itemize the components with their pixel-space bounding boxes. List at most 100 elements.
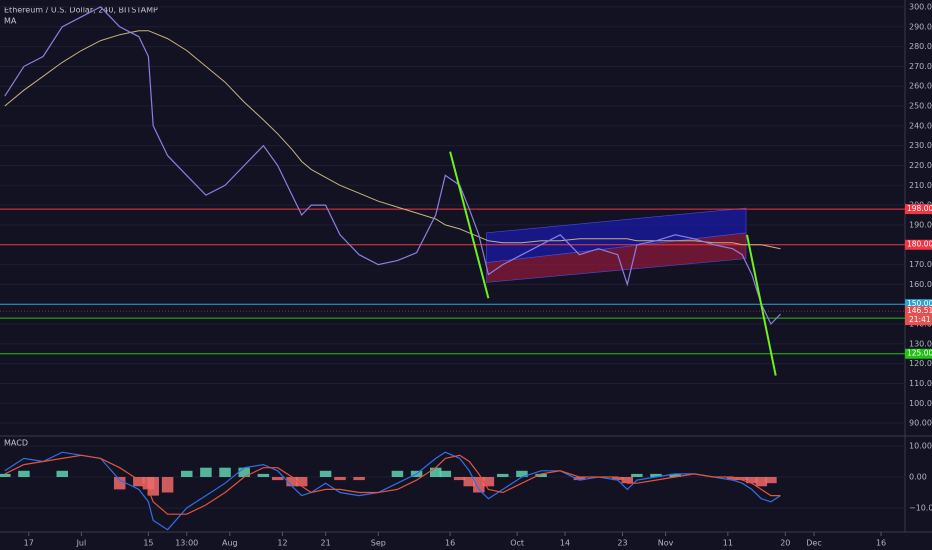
series-line: [4, 454, 781, 515]
y-tick-label: 130.00: [909, 339, 932, 348]
y-tick-label: 300.00: [909, 2, 932, 11]
y-tick-label: 100.00: [909, 399, 932, 408]
level-label: 125.00: [907, 349, 932, 358]
histogram-bar: [18, 470, 30, 477]
y-tick-label: 270.00: [909, 62, 932, 71]
histogram-bar: [133, 476, 145, 487]
histogram-bar: [650, 473, 662, 477]
histogram-bar: [161, 476, 174, 493]
x-tick-label: 16: [876, 539, 886, 548]
x-tick-label: 23: [617, 539, 627, 548]
histogram-bar: [669, 473, 681, 477]
chart-title: Ethereum / U.S. Dollar, 240, BITSTAMP: [4, 6, 158, 15]
histogram-bar: [726, 476, 739, 481]
histogram-bar: [56, 470, 68, 477]
histogram-bar: [621, 476, 634, 484]
y-tick-label: 0.00: [909, 472, 927, 481]
histogram-bar: [453, 476, 466, 481]
histogram-bar: [353, 476, 365, 481]
histogram-bar: [497, 473, 509, 477]
x-tick-label: 16: [445, 539, 455, 548]
x-tick-label: Nov: [658, 539, 674, 548]
x-tick-label: Dec: [806, 539, 821, 548]
level-label: 150.00: [907, 299, 932, 308]
x-tick-label: Aug: [222, 539, 238, 548]
x-tick-label: 11: [723, 539, 733, 548]
y-tick-label: 250.00: [909, 102, 932, 111]
histogram-bar: [295, 476, 308, 487]
x-tick-label: 21: [321, 539, 331, 548]
last-price-tag: [905, 306, 932, 326]
series-line: [4, 30, 781, 250]
series-line: [4, 6, 781, 326]
x-tick-label: 13:00: [175, 539, 198, 548]
level-tag: [905, 348, 932, 359]
y-tick-label: 230.00: [909, 141, 932, 150]
histogram-bar: [611, 476, 624, 481]
y-tick-label: 160.00: [909, 280, 932, 289]
level-tag: [905, 299, 932, 310]
y-tick-label: 260.00: [909, 82, 932, 91]
level-tag: [905, 204, 932, 215]
x-tick-label: 17: [24, 539, 34, 548]
histogram-bar: [286, 476, 298, 487]
histogram-bar: [319, 470, 332, 477]
histogram-bar: [257, 473, 270, 477]
x-tick-label: Oct: [510, 539, 524, 548]
y-tick-label: 10.00: [909, 441, 932, 450]
histogram-bar: [746, 476, 758, 484]
histogram-bar: [238, 467, 250, 477]
x-tick-label: 12: [277, 539, 287, 548]
histogram-bar: [755, 476, 768, 487]
trendline: [746, 234, 777, 376]
y-tick-label: −10.00: [909, 503, 932, 512]
y-tick-label: 290.00: [909, 22, 932, 31]
histogram-bar: [200, 467, 212, 477]
last-price-label: 146.51: [907, 306, 932, 315]
y-tick-label: 220.00: [909, 161, 932, 170]
histogram-bar: [482, 476, 495, 487]
histogram-bar: [147, 476, 159, 496]
level-label: 180.00: [907, 240, 932, 249]
x-tick-label: 20: [780, 539, 790, 548]
histogram-bar: [439, 470, 452, 477]
histogram-bar: [473, 476, 485, 493]
x-tick-label: Jul: [76, 539, 87, 548]
x-tick-label: Sep: [371, 539, 386, 548]
series-line: [4, 451, 781, 531]
histogram-bar: [181, 470, 193, 477]
pane-title: MACD: [4, 439, 28, 448]
y-tick-label: 110.00: [909, 379, 932, 388]
y-tick-label: 120.00: [909, 359, 932, 368]
histogram-bar: [765, 476, 777, 484]
y-tick-label: 240.00: [909, 121, 932, 130]
histogram-bar: [334, 476, 346, 481]
histogram-bar: [535, 473, 547, 477]
y-tick-label: 190.00: [909, 220, 932, 229]
histogram-bar: [113, 476, 126, 490]
histogram-bar: [219, 467, 231, 477]
histogram-bar: [516, 470, 528, 477]
level-tag: [905, 239, 932, 250]
histogram-bar: [391, 470, 404, 477]
x-tick-label: 15: [143, 539, 153, 548]
y-tick-label: 90.00: [909, 419, 932, 428]
histogram-bar: [631, 473, 643, 477]
level-label: 198.00: [907, 204, 932, 213]
countdown-label: 21:41: [909, 315, 931, 324]
legend-entry: MA: [4, 17, 17, 26]
histogram-bar: [463, 476, 476, 487]
histogram-bar: [271, 476, 284, 481]
y-tick-label: 210.00: [909, 181, 932, 190]
trendline: [449, 151, 490, 299]
histogram-bar: [573, 476, 586, 481]
histogram-bar: [736, 476, 748, 481]
x-tick-label: 14: [560, 539, 570, 548]
histogram-bar: [429, 467, 442, 477]
histogram-bar: [0, 473, 11, 477]
y-tick-label: 280.00: [909, 42, 932, 51]
y-tick-label: 170.00: [909, 260, 932, 269]
